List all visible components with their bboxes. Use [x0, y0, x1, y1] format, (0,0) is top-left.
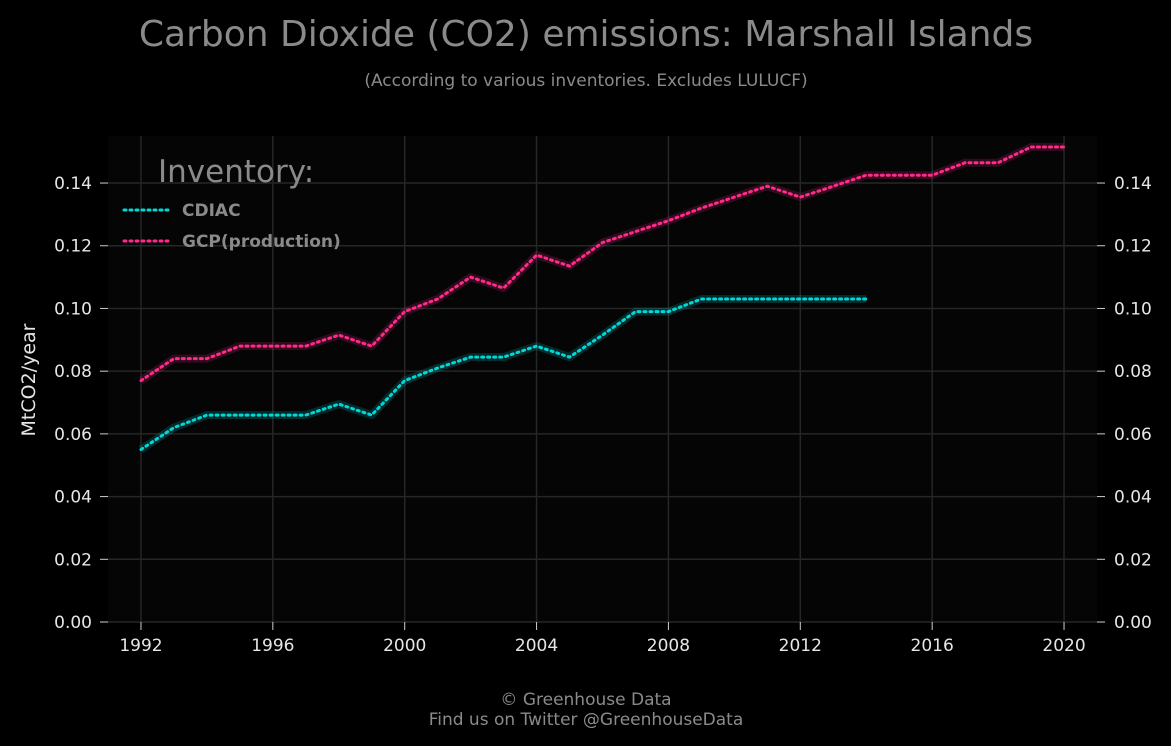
x-tick-label: 2016 [911, 636, 954, 656]
footer-copyright: © Greenhouse Data [500, 690, 671, 710]
x-tick-label: 2020 [1042, 636, 1085, 656]
legend-title: Inventory: [158, 154, 314, 190]
y-tick-label-left: 0.14 [54, 174, 92, 194]
plot-area [108, 136, 1097, 622]
x-tick-label: 2000 [383, 636, 426, 656]
series-line-cdiac [139, 297, 868, 451]
y-tick-label-right: 0.08 [1114, 362, 1152, 382]
chart-subtitle: (According to various inventories. Exclu… [364, 71, 807, 91]
y-tick-label-left: 0.08 [54, 362, 92, 382]
y-tick-label-right: 0.00 [1114, 613, 1152, 633]
y-axis-left: 0.00 0.02 0.04 0.06 0.08 0.10 0.12 0.14 [54, 174, 108, 633]
series-group [138, 143, 1066, 453]
y-tick-label-left: 0.12 [54, 237, 92, 257]
y-tick-label-right: 0.10 [1114, 299, 1152, 319]
footer-twitter: Find us on Twitter @GreenhouseData [429, 710, 744, 730]
y-tick-label-left: 0.02 [54, 550, 92, 570]
x-axis: 1992 1996 2000 2004 2008 2012 2016 2020 [119, 622, 1086, 656]
grid [108, 136, 1097, 623]
x-tick-label: 1996 [251, 636, 294, 656]
y-tick-label-right: 0.04 [1114, 488, 1152, 508]
y-tick-label-right: 0.12 [1114, 237, 1152, 257]
y-tick-label-right: 0.06 [1114, 425, 1152, 445]
y-tick-label-left: 0.04 [54, 488, 92, 508]
x-tick-label: 2004 [515, 636, 558, 656]
y-tick-label-left: 0.06 [54, 425, 92, 445]
y-axis-label: MtCO2/year [18, 323, 40, 436]
y-tick-label-left: 0.00 [54, 613, 92, 633]
x-tick-label: 1992 [119, 636, 162, 656]
legend-label-cdiac: CDIAC [182, 201, 241, 221]
y-tick-label-left: 0.10 [54, 299, 92, 319]
chart-title: Carbon Dioxide (CO2) emissions: Marshall… [139, 14, 1033, 55]
legend-label-gcp: GCP(production) [182, 232, 341, 252]
x-tick-label: 2012 [779, 636, 822, 656]
legend: Inventory: CDIAC GCP(production) [122, 154, 341, 252]
y-axis-right: 0.00 0.02 0.04 0.06 0.08 0.10 0.12 0.14 [1097, 174, 1152, 633]
x-tick-label: 2008 [647, 636, 690, 656]
series-line-gcp [139, 145, 1066, 383]
y-tick-label-right: 0.02 [1114, 550, 1152, 570]
y-tick-label-right: 0.14 [1114, 174, 1152, 194]
